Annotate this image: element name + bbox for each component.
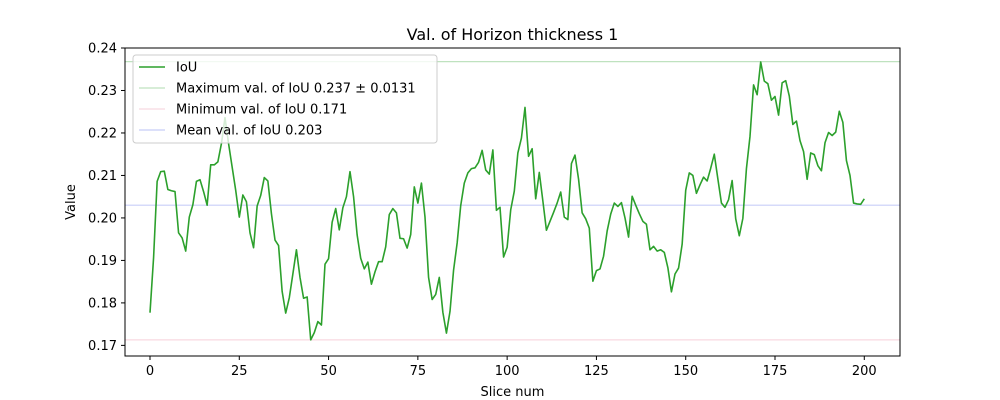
- legend-label-1: Maximum val. of IoU 0.237 ± 0.0131: [176, 82, 416, 97]
- legend-label-0: IoU: [176, 61, 197, 76]
- x-tick-label: 125: [584, 364, 609, 379]
- x-tick-label: 175: [763, 364, 788, 379]
- x-axis-label: Slice num: [481, 385, 545, 400]
- x-tick-label: 25: [231, 364, 248, 379]
- y-tick-label: 0.23: [88, 84, 117, 99]
- legend-label-3: Mean val. of IoU 0.203: [176, 124, 322, 139]
- x-tick-label: 100: [495, 364, 520, 379]
- series-line-0: [149, 61, 865, 341]
- x-tick-label: 150: [673, 364, 698, 379]
- legend: IoU Maximum val. of IoU 0.237 ± 0.0131 Min…: [132, 54, 438, 144]
- y-tick-label: 0.24: [88, 42, 117, 57]
- legend-label-2: Minimum val. of IoU 0.171: [176, 103, 347, 118]
- x-tick-label: 0: [146, 364, 154, 379]
- y-axis: 0.17 0.18 0.19 0.20 0.21 0.22 0.23 0.24: [88, 42, 125, 354]
- series-layer: [149, 61, 865, 341]
- legend-box: [132, 54, 438, 144]
- y-tick-label: 0.19: [88, 254, 117, 269]
- chart-title: Val. of Horizon thickness 1: [407, 25, 619, 44]
- x-tick-label: 75: [410, 364, 427, 379]
- y-tick-label: 0.17: [88, 339, 117, 354]
- y-tick-label: 0.22: [88, 126, 117, 141]
- x-axis: 0 25 50 75 100 125 150 175 200: [146, 356, 877, 379]
- x-tick-label: 200: [852, 364, 877, 379]
- plot-frame: [124, 47, 901, 357]
- y-axis-label: Value: [64, 184, 79, 220]
- y-tick-label: 0.20: [88, 211, 117, 226]
- y-tick-label: 0.18: [88, 296, 117, 311]
- y-tick-label: 0.21: [88, 169, 117, 184]
- x-tick-label: 50: [320, 364, 337, 379]
